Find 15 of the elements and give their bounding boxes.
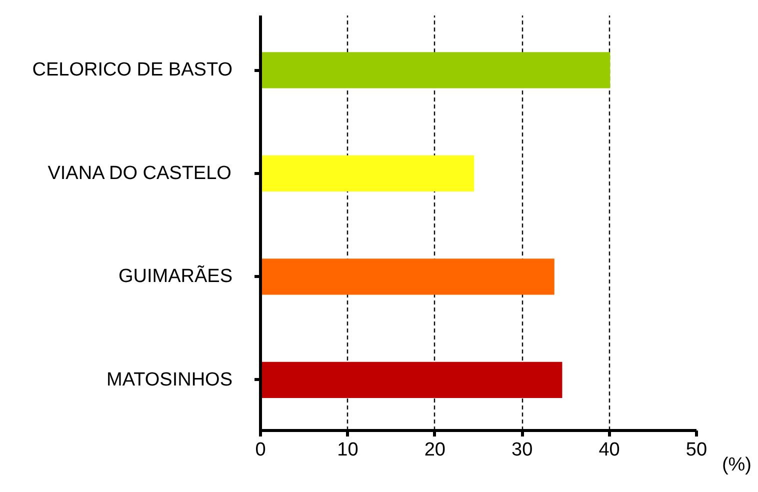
- x-tick-label: 0: [255, 440, 266, 460]
- bar: [260, 155, 474, 192]
- bar: [260, 362, 562, 398]
- y-tick-label: GUIMARÃES: [118, 265, 233, 288]
- x-tick-label: 30: [512, 440, 533, 460]
- x-tick-label: 10: [337, 440, 358, 460]
- x-tick-label: 50: [686, 440, 708, 460]
- x-axis-title: (%): [722, 454, 752, 476]
- y-tick-label: MATOSINHOS: [106, 369, 233, 390]
- y-tick-label: VIANA DO CASTELO: [48, 162, 232, 184]
- x-tick-label: 20: [424, 440, 446, 460]
- y-tick-label: CELORICO DE BASTO: [32, 60, 233, 81]
- bar: [260, 258, 554, 295]
- x-tick-label: 40: [598, 440, 620, 460]
- bar: [260, 52, 610, 88]
